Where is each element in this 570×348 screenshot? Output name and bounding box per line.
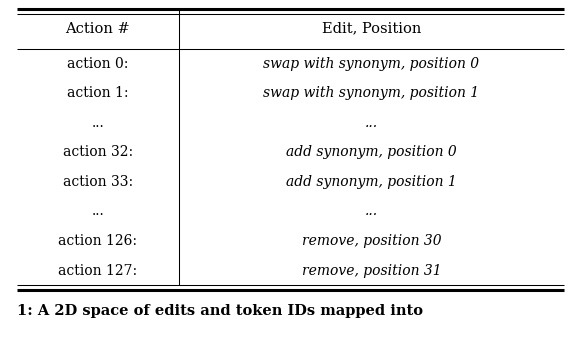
- Text: remove, position 31: remove, position 31: [302, 263, 441, 278]
- Text: Edit, Position: Edit, Position: [321, 22, 421, 36]
- Text: swap with synonym, position 0: swap with synonym, position 0: [263, 56, 479, 71]
- Text: action 127:: action 127:: [58, 263, 137, 278]
- Text: add synonym, position 1: add synonym, position 1: [286, 175, 457, 189]
- Text: swap with synonym, position 1: swap with synonym, position 1: [263, 86, 479, 100]
- Text: 1: A 2D space of edits and token IDs mapped into: 1: A 2D space of edits and token IDs map…: [17, 304, 423, 318]
- Text: Action #: Action #: [66, 22, 130, 36]
- Text: ...: ...: [365, 116, 378, 130]
- Text: action 0:: action 0:: [67, 56, 128, 71]
- Text: action 32:: action 32:: [63, 145, 133, 159]
- Text: ...: ...: [365, 204, 378, 219]
- Text: ...: ...: [91, 204, 104, 219]
- Text: action 1:: action 1:: [67, 86, 129, 100]
- Text: remove, position 30: remove, position 30: [302, 234, 441, 248]
- Text: add synonym, position 0: add synonym, position 0: [286, 145, 457, 159]
- Text: ...: ...: [91, 116, 104, 130]
- Text: action 126:: action 126:: [58, 234, 137, 248]
- Text: action 33:: action 33:: [63, 175, 133, 189]
